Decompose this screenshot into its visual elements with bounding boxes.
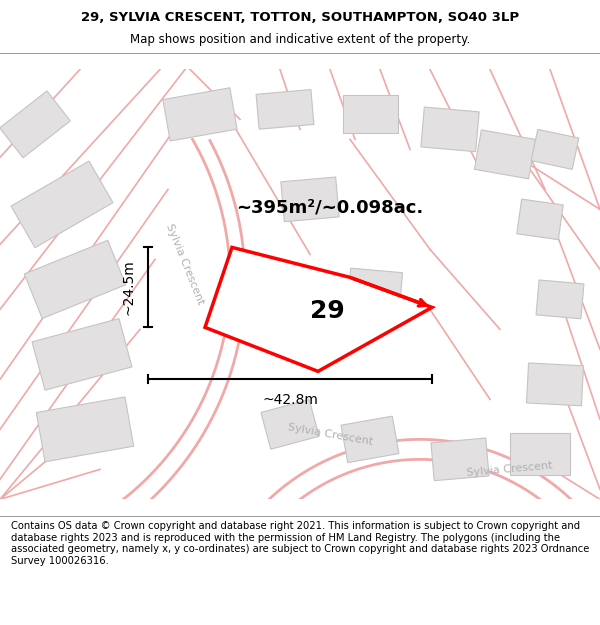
Polygon shape bbox=[341, 416, 399, 462]
Polygon shape bbox=[163, 88, 237, 141]
Polygon shape bbox=[37, 397, 134, 462]
Polygon shape bbox=[526, 363, 584, 406]
Polygon shape bbox=[24, 240, 126, 319]
Polygon shape bbox=[256, 89, 314, 129]
Text: 29, SYLVIA CRESCENT, TOTTON, SOUTHAMPTON, SO40 3LP: 29, SYLVIA CRESCENT, TOTTON, SOUTHAMPTON… bbox=[81, 11, 519, 24]
Polygon shape bbox=[32, 319, 132, 390]
Polygon shape bbox=[421, 107, 479, 152]
Text: Map shows position and indicative extent of the property.: Map shows position and indicative extent… bbox=[130, 33, 470, 46]
Text: 29: 29 bbox=[310, 299, 345, 323]
Polygon shape bbox=[431, 438, 489, 481]
Text: ~395m²/~0.098ac.: ~395m²/~0.098ac. bbox=[236, 198, 424, 216]
Polygon shape bbox=[0, 91, 70, 158]
Text: Sylvia Crescent: Sylvia Crescent bbox=[164, 222, 206, 306]
Polygon shape bbox=[11, 161, 113, 248]
Polygon shape bbox=[536, 280, 584, 319]
Polygon shape bbox=[205, 248, 432, 371]
Text: ~42.8m: ~42.8m bbox=[262, 393, 318, 408]
Text: Sylvia Crescent: Sylvia Crescent bbox=[287, 422, 373, 447]
Polygon shape bbox=[531, 129, 579, 169]
Text: Sylvia Crescent: Sylvia Crescent bbox=[467, 461, 553, 478]
Polygon shape bbox=[517, 199, 563, 239]
Text: Contains OS data © Crown copyright and database right 2021. This information is : Contains OS data © Crown copyright and d… bbox=[11, 521, 589, 566]
Polygon shape bbox=[475, 130, 536, 179]
Polygon shape bbox=[343, 96, 398, 133]
Polygon shape bbox=[281, 177, 339, 222]
Polygon shape bbox=[347, 268, 403, 311]
Text: ~24.5m: ~24.5m bbox=[122, 259, 136, 315]
Polygon shape bbox=[510, 433, 570, 476]
Polygon shape bbox=[261, 399, 319, 449]
